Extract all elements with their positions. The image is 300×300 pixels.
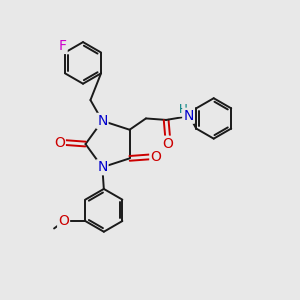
Text: F: F [58,39,67,53]
Text: H: H [179,103,188,116]
Text: N: N [97,160,107,174]
Text: O: O [162,137,173,151]
Text: N: N [97,114,107,128]
Text: N: N [183,109,194,123]
Text: O: O [150,150,161,164]
Text: O: O [58,214,69,228]
Text: O: O [54,136,65,150]
